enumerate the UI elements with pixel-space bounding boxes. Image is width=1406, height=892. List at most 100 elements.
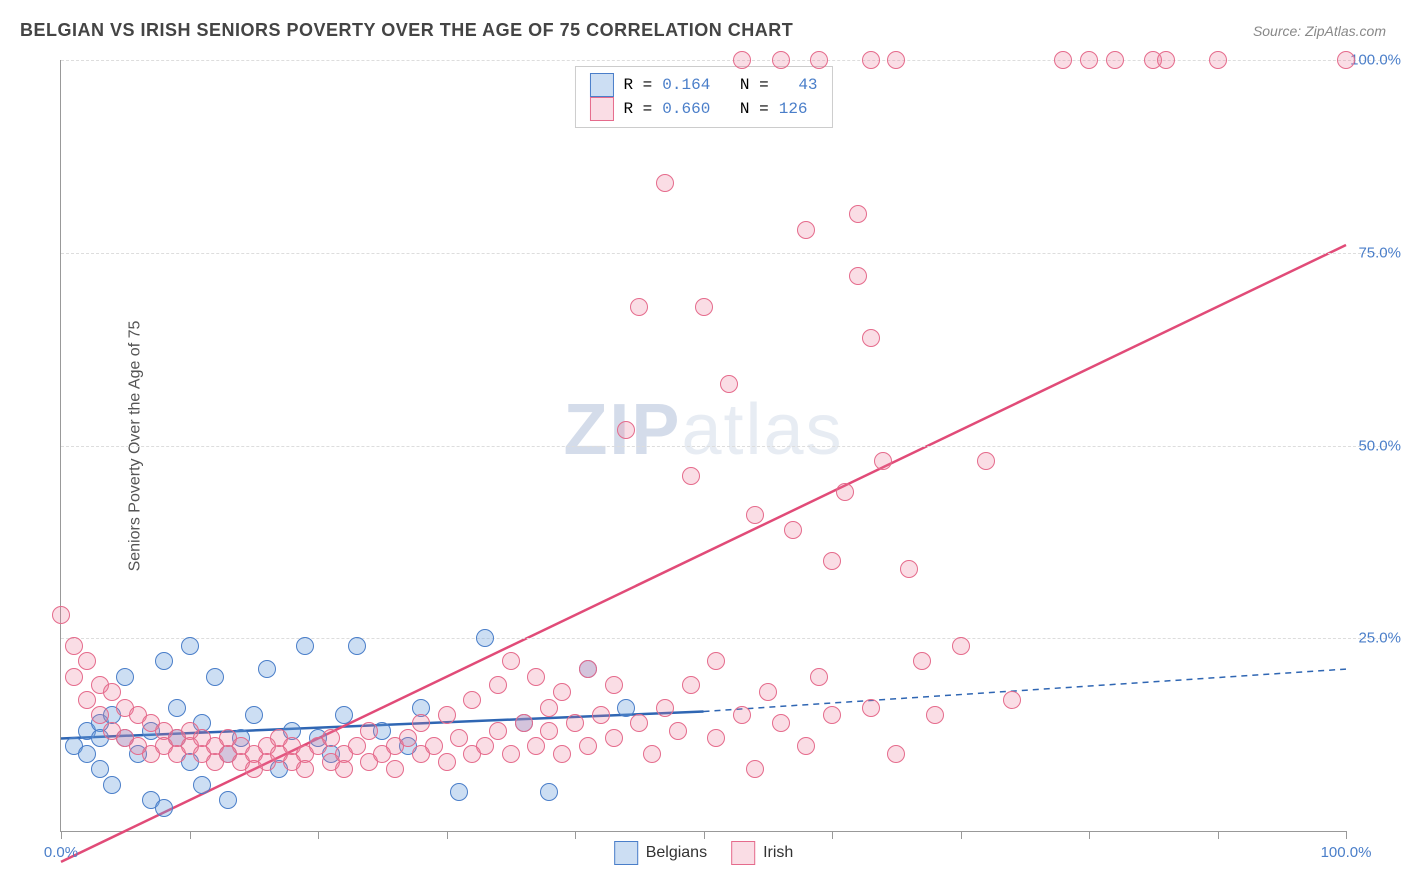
data-point-irish: [849, 267, 867, 285]
x-tick: [704, 831, 705, 839]
data-point-irish: [540, 722, 558, 740]
data-point-irish: [527, 668, 545, 686]
data-point-irish: [630, 714, 648, 732]
data-point-irish: [489, 676, 507, 694]
data-point-belgians: [206, 668, 224, 686]
y-tick-label: 75.0%: [1358, 244, 1401, 261]
data-point-irish: [707, 652, 725, 670]
r-value-belgians: 0.164: [662, 74, 710, 96]
data-point-irish: [425, 737, 443, 755]
data-point-belgians: [78, 745, 96, 763]
data-point-irish: [78, 652, 96, 670]
data-point-irish: [1003, 691, 1021, 709]
data-point-irish: [913, 652, 931, 670]
data-point-irish: [887, 745, 905, 763]
source-attribution: Source: ZipAtlas.com: [1253, 23, 1386, 39]
data-point-irish: [1080, 51, 1098, 69]
data-point-irish: [669, 722, 687, 740]
trend-line: [704, 669, 1347, 711]
title-bar: BELGIAN VS IRISH SENIORS POVERTY OVER TH…: [20, 20, 1386, 41]
data-point-belgians: [617, 699, 635, 717]
data-point-irish: [553, 683, 571, 701]
data-point-irish: [65, 637, 83, 655]
data-point-irish: [1209, 51, 1227, 69]
data-point-irish: [772, 714, 790, 732]
data-point-irish: [78, 691, 96, 709]
data-point-belgians: [181, 637, 199, 655]
swatch-belgian-icon: [614, 841, 638, 865]
data-point-irish: [438, 706, 456, 724]
data-point-irish: [322, 729, 340, 747]
data-point-irish: [887, 51, 905, 69]
x-tick-label: 100.0%: [1321, 844, 1372, 861]
r-value-irish: 0.660: [662, 98, 710, 120]
data-point-irish: [733, 51, 751, 69]
r-label: R =: [623, 74, 652, 96]
data-point-irish: [592, 706, 610, 724]
n-label: N =: [740, 74, 769, 96]
data-point-belgians: [258, 660, 276, 678]
data-point-belgians: [450, 783, 468, 801]
data-point-irish: [489, 722, 507, 740]
legend-item-irish: Irish: [731, 841, 793, 865]
stats-row-irish: R = 0.660 N = 126: [589, 97, 817, 121]
data-point-irish: [772, 51, 790, 69]
y-tick-label: 25.0%: [1358, 630, 1401, 647]
data-point-irish: [656, 174, 674, 192]
data-point-irish: [605, 676, 623, 694]
data-point-irish: [862, 699, 880, 717]
data-point-irish: [952, 637, 970, 655]
gridline: [61, 446, 1386, 447]
data-point-irish: [617, 421, 635, 439]
data-point-irish: [515, 714, 533, 732]
data-point-belgians: [193, 776, 211, 794]
data-point-irish: [733, 706, 751, 724]
x-tick: [61, 831, 62, 839]
data-point-belgians: [335, 706, 353, 724]
data-point-irish: [849, 205, 867, 223]
data-point-belgians: [348, 637, 366, 655]
data-point-belgians: [245, 706, 263, 724]
legend-label-irish: Irish: [763, 844, 793, 862]
x-tick: [190, 831, 191, 839]
data-point-irish: [360, 722, 378, 740]
gridline: [61, 638, 1386, 639]
data-point-irish: [720, 375, 738, 393]
data-point-irish: [463, 691, 481, 709]
data-point-irish: [103, 683, 121, 701]
data-point-irish: [348, 737, 366, 755]
x-tick-label: 0.0%: [44, 844, 78, 861]
data-point-irish: [797, 737, 815, 755]
data-point-irish: [65, 668, 83, 686]
x-tick: [1346, 831, 1347, 839]
data-point-irish: [977, 452, 995, 470]
x-tick: [961, 831, 962, 839]
r-label: R =: [623, 98, 652, 120]
data-point-irish: [682, 467, 700, 485]
series-legend: Belgians Irish: [614, 841, 794, 865]
data-point-irish: [296, 760, 314, 778]
x-tick: [1218, 831, 1219, 839]
data-point-belgians: [219, 791, 237, 809]
data-point-irish: [1157, 51, 1175, 69]
swatch-irish-icon: [589, 97, 613, 121]
gridline: [61, 253, 1386, 254]
n-value-belgians: 43: [798, 74, 817, 96]
data-point-belgians: [155, 799, 173, 817]
data-point-irish: [579, 660, 597, 678]
x-tick: [832, 831, 833, 839]
data-point-irish: [1337, 51, 1355, 69]
data-point-irish: [502, 745, 520, 763]
data-point-irish: [450, 729, 468, 747]
y-tick-label: 100.0%: [1350, 52, 1401, 69]
data-point-irish: [797, 221, 815, 239]
stats-row-belgians: R = 0.164 N = 43: [589, 73, 817, 97]
data-point-irish: [836, 483, 854, 501]
data-point-irish: [335, 760, 353, 778]
data-point-irish: [502, 652, 520, 670]
data-point-irish: [707, 729, 725, 747]
data-point-irish: [926, 706, 944, 724]
n-value-irish: 126: [779, 98, 808, 120]
data-point-irish: [759, 683, 777, 701]
chart-title: BELGIAN VS IRISH SENIORS POVERTY OVER TH…: [20, 20, 793, 41]
